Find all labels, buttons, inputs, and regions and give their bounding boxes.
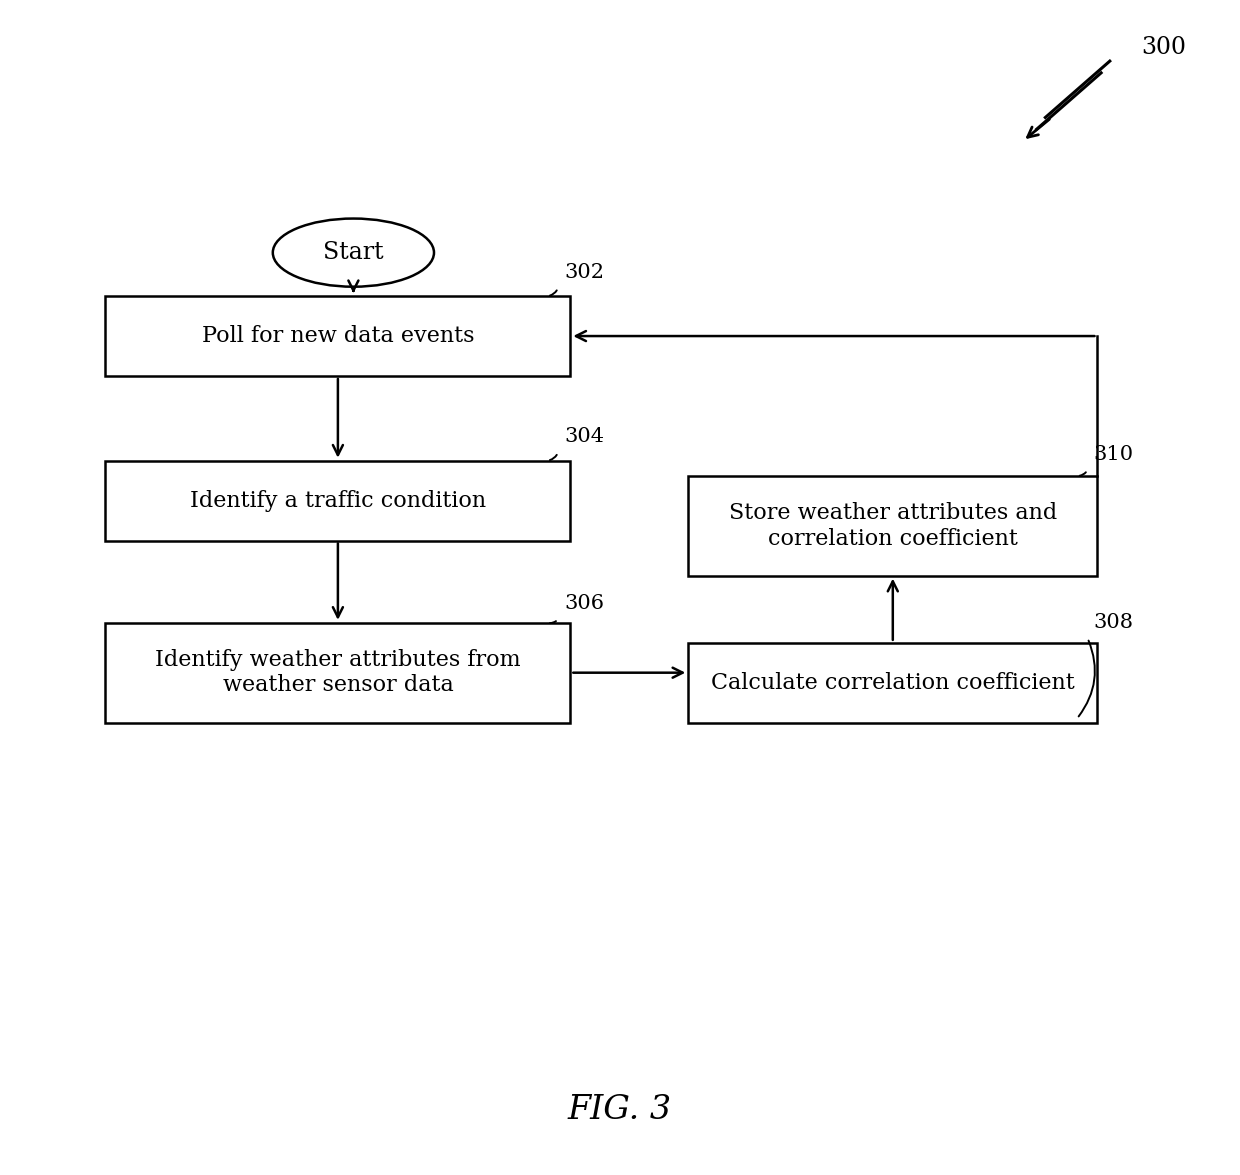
FancyBboxPatch shape bbox=[688, 476, 1097, 576]
Text: Start: Start bbox=[324, 241, 383, 264]
FancyBboxPatch shape bbox=[105, 296, 570, 376]
Text: 310: 310 bbox=[1094, 445, 1133, 464]
Text: 308: 308 bbox=[1094, 613, 1133, 632]
FancyBboxPatch shape bbox=[688, 643, 1097, 723]
FancyBboxPatch shape bbox=[105, 461, 570, 540]
Text: Identify a traffic condition: Identify a traffic condition bbox=[190, 490, 486, 511]
Text: Calculate correlation coefficient: Calculate correlation coefficient bbox=[711, 672, 1075, 693]
Text: 306: 306 bbox=[564, 595, 604, 613]
Text: Identify weather attributes from
weather sensor data: Identify weather attributes from weather… bbox=[155, 649, 521, 697]
Text: 300: 300 bbox=[1141, 35, 1185, 59]
FancyBboxPatch shape bbox=[105, 623, 570, 723]
Text: 304: 304 bbox=[564, 428, 604, 446]
Text: FIG. 3: FIG. 3 bbox=[568, 1094, 672, 1127]
Text: 302: 302 bbox=[564, 263, 604, 282]
Text: Store weather attributes and
correlation coefficient: Store weather attributes and correlation… bbox=[729, 502, 1056, 550]
Text: Poll for new data events: Poll for new data events bbox=[202, 325, 474, 347]
Ellipse shape bbox=[273, 219, 434, 287]
